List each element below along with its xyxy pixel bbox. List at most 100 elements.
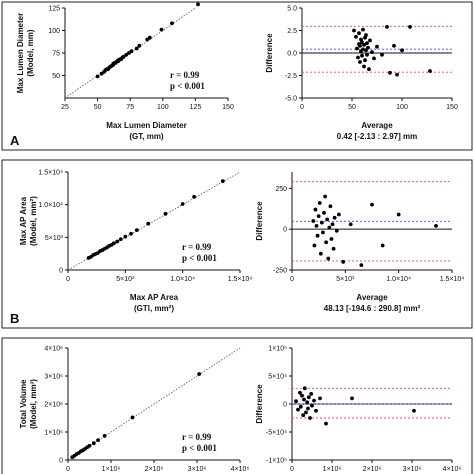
- data-point: [319, 220, 324, 225]
- y-tick-label: 0: [59, 458, 63, 465]
- y-tick-label: 2.5: [287, 28, 297, 35]
- x-tick-label: 1.0×10⁴: [170, 276, 195, 283]
- data-point: [388, 70, 392, 75]
- y-tick-label: -250: [273, 268, 287, 275]
- data-point: [300, 393, 304, 398]
- x-tick-label: 150: [446, 104, 458, 111]
- x-axis-label: Max AP Area: [130, 293, 179, 302]
- data-point: [434, 224, 438, 228]
- x-axis-label: Average: [356, 293, 388, 302]
- data-point: [118, 237, 123, 242]
- x-tick-label: 1×10⁶: [323, 466, 342, 473]
- data-point: [328, 204, 333, 209]
- x-tick-label: 1.5×10⁴: [228, 276, 253, 283]
- data-point: [304, 410, 308, 415]
- data-point: [123, 234, 128, 239]
- data-point: [170, 21, 174, 26]
- x-tick-label: 1.5×10⁴: [440, 276, 465, 283]
- data-point: [325, 217, 330, 222]
- data-point: [316, 214, 321, 219]
- x-tick-label: 3×10⁶: [188, 466, 207, 473]
- agreement-range: 0.42 [-2.13 : 2.97] mm: [337, 132, 417, 141]
- data-point: [96, 438, 100, 443]
- data-point: [358, 60, 362, 64]
- data-point: [129, 231, 133, 236]
- data-point: [323, 194, 327, 199]
- y-tick-label: -2.5: [285, 73, 297, 80]
- data-point: [375, 44, 379, 49]
- y-tick-label: -1×10⁵: [266, 458, 287, 465]
- data-point: [428, 69, 432, 73]
- y-tick-label: 1.0×10⁴: [38, 202, 63, 209]
- data-point: [337, 212, 341, 217]
- y-tick-label: 2×10⁶: [44, 402, 63, 409]
- x-tick-label: 1×10⁶: [102, 466, 121, 473]
- data-point: [332, 215, 337, 220]
- data-point: [367, 67, 371, 72]
- data-point: [368, 38, 372, 43]
- data-point: [365, 52, 369, 57]
- data-point: [324, 421, 328, 426]
- y-tick-label: 125: [48, 6, 60, 13]
- data-point: [197, 372, 202, 376]
- x-axis-label: Average: [361, 121, 393, 130]
- x-tick-label: 1.0×10⁴: [386, 276, 411, 283]
- data-point: [302, 397, 306, 402]
- x-tick-label: 25: [61, 104, 69, 111]
- data-point: [326, 256, 331, 261]
- data-point: [305, 400, 310, 405]
- data-point: [146, 221, 151, 226]
- data-point: [370, 202, 374, 207]
- data-point: [366, 45, 370, 50]
- data-point: [327, 225, 332, 230]
- y-axis-label: Total Volume: [19, 379, 28, 429]
- data-point: [163, 211, 168, 216]
- stat-r: r = 0.99: [182, 432, 212, 442]
- data-point: [355, 46, 359, 51]
- stat-r: r = 0.99: [170, 70, 200, 80]
- data-point: [400, 48, 404, 53]
- data-point: [364, 33, 368, 37]
- data-point: [308, 416, 312, 420]
- data-point: [95, 74, 100, 79]
- y-tick-label: 1×10⁵: [268, 346, 287, 353]
- x-tick-label: 150: [222, 104, 234, 111]
- data-point: [306, 406, 310, 411]
- data-point: [314, 224, 319, 228]
- data-point: [324, 240, 329, 245]
- data-point: [334, 228, 339, 233]
- data-point: [361, 27, 365, 32]
- x-tick-label: 0: [300, 104, 304, 111]
- y-tick-label: 1×10⁶: [44, 430, 63, 437]
- data-point: [294, 399, 298, 404]
- data-point: [365, 41, 369, 45]
- data-point: [134, 228, 139, 233]
- data-point: [147, 35, 152, 40]
- y-tick-label: 0: [283, 402, 287, 409]
- stat-p: p < 0.001: [182, 443, 217, 453]
- y-tick-label: 3×10⁶: [44, 374, 63, 381]
- data-point: [306, 395, 311, 400]
- data-point: [362, 64, 366, 69]
- x-tick-label: 4×10⁶: [443, 466, 462, 473]
- data-point: [361, 47, 365, 52]
- x-tick-label: 2×10⁶: [363, 466, 382, 473]
- data-point: [364, 48, 368, 53]
- data-point: [372, 56, 376, 61]
- x-tick-label: 0: [66, 466, 70, 473]
- data-point: [309, 392, 314, 396]
- data-point: [357, 31, 361, 36]
- x-tick-label: 0: [66, 276, 70, 283]
- data-point: [102, 434, 107, 438]
- y-tick-label: 75: [52, 51, 60, 58]
- data-point: [363, 58, 367, 63]
- panel-letter-a: A: [10, 133, 20, 148]
- data-point: [354, 34, 358, 39]
- y-axis-label: Difference: [265, 33, 274, 73]
- data-point: [318, 251, 323, 256]
- y-tick-label: -5×10⁴: [266, 430, 287, 437]
- x-tick-label: 5×10³: [116, 276, 135, 283]
- data-point: [358, 43, 362, 48]
- data-point: [331, 246, 336, 251]
- x-tick-label: 5×10³: [336, 276, 355, 283]
